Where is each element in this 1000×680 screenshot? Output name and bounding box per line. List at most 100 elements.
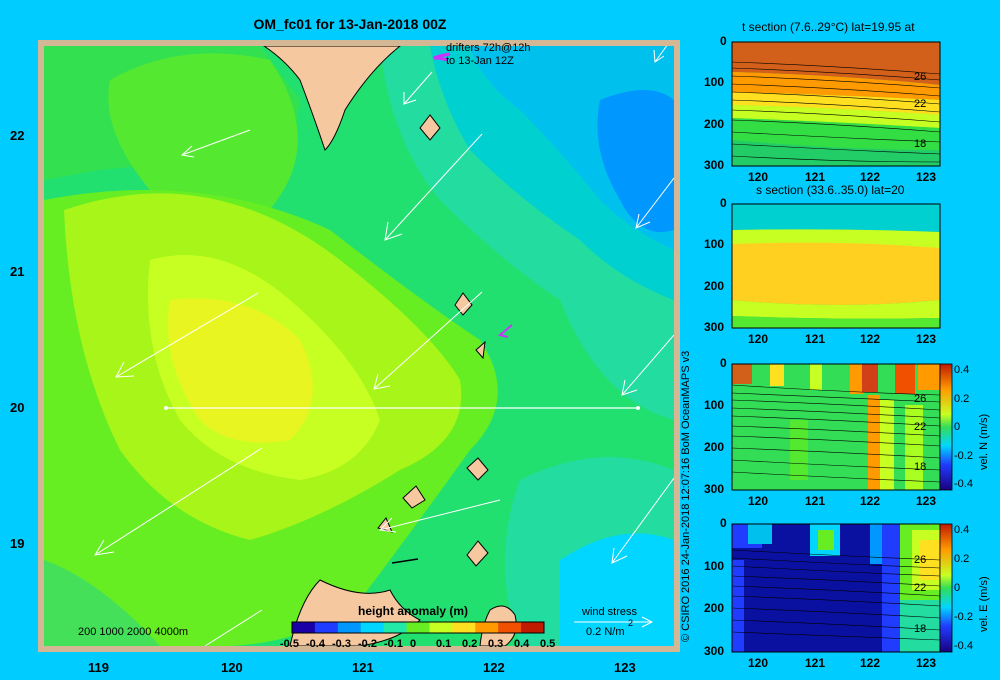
panel-y-tick: 0 [720, 196, 727, 210]
panel-y-tick: 100 [704, 398, 725, 412]
contour-label: 22 [914, 98, 927, 110]
vel-colorbar-tick: -0.2 [954, 449, 973, 462]
colorbar-tick: -0.5 [280, 638, 299, 650]
panel-x-tick: 121 [805, 170, 826, 184]
lon-tick-123: 123 [614, 660, 636, 675]
panel-y-tick: 200 [704, 278, 725, 293]
colorbar-swatch [292, 622, 316, 633]
panel-y-tick: 100 [704, 75, 725, 90]
panel-x-tick: 121 [805, 332, 826, 346]
drifters-label-1: drifters 72h@12h [446, 42, 531, 54]
colorbar-swatch [521, 622, 545, 633]
panel-x-tick: 122 [860, 332, 881, 346]
lon-tick-122: 122 [483, 660, 505, 675]
panel-y-tick: 300 [704, 320, 725, 334]
t-section-title: t section (7.6..29°C) lat=19.95 at [742, 20, 915, 34]
colorbar-tick: 0.3 [488, 638, 504, 650]
panel-y-tick: 300 [704, 644, 725, 658]
contour-label: 22 [914, 421, 927, 433]
s-section-title: s section (33.6..35.0) lat=20 [756, 183, 905, 197]
colorbar-swatch [498, 622, 522, 633]
panel-x-tick: 121 [805, 494, 826, 508]
panel-x-tick: 121 [805, 656, 826, 670]
vel-colorbar-label: vel. E (m/s) [978, 576, 990, 632]
panel-x-tick: 120 [748, 332, 769, 346]
panel-y-tick: 200 [704, 116, 725, 131]
contour-label: 18 [914, 461, 927, 474]
panel-y-tick: 300 [704, 482, 725, 496]
contour-label: 26 [914, 393, 927, 406]
depth-legend: 200 1000 2000 4000m [78, 626, 189, 638]
colorbar-swatch [475, 622, 499, 633]
lon-tick-119: 119 [88, 660, 109, 675]
contour-label: 22 [914, 582, 927, 594]
contour-label: 18 [914, 622, 927, 635]
height-anomaly-field [44, 46, 674, 646]
lon-tick-120: 120 [221, 660, 243, 675]
contour-label: 18 [914, 137, 927, 150]
panel-y-tick: 100 [704, 558, 725, 573]
colorbar-tick: -0.3 [332, 638, 351, 650]
colorbar-tick: -0.2 [358, 638, 377, 650]
lat-tick-22: 22 [10, 128, 25, 143]
vel-colorbar-tick: -0.2 [954, 611, 973, 623]
panel-y-tick: 0 [720, 356, 727, 370]
height-anomaly-colorbar [291, 621, 545, 634]
lat-tick-20: 20 [10, 400, 25, 415]
panel-x-tick: 120 [748, 494, 769, 508]
vel-colorbar-tick: -0.4 [954, 478, 973, 490]
colorbar-tick: 0.5 [540, 638, 556, 650]
wind-stress-arrows [94, 46, 674, 646]
vel-colorbar-tick: 0.4 [954, 364, 970, 376]
colorbar-tick: 0.1 [436, 638, 452, 650]
wind-stress-value: 0.2 N/m [586, 626, 625, 638]
credit-text: © CSIRO 2016 24-Jan-2018 12:07:16 BoM Oc… [680, 350, 692, 642]
vel-colorbar-tick: -0.4 [954, 640, 973, 652]
panel-x-tick: 123 [916, 494, 937, 508]
vel-colorbar-tick: 0 [954, 421, 961, 433]
panel-y-tick: 0 [720, 516, 727, 530]
panel-y-tick: 0 [720, 34, 727, 48]
vel-colorbar-tick: 0.2 [954, 392, 970, 405]
colorbar-swatch [452, 622, 476, 633]
vel-n-panel [731, 363, 941, 491]
colorbar-swatch [429, 622, 453, 633]
vel-n-colorbar [939, 363, 953, 491]
contour-label: 26 [914, 70, 927, 83]
panel-x-tick: 120 [748, 170, 769, 184]
s-section-panel [731, 203, 941, 329]
vel-colorbar-tick: 0 [954, 582, 961, 594]
vel-e-panel [731, 523, 941, 653]
colorbar-swatch [383, 622, 408, 633]
lat-tick-21: 21 [10, 264, 25, 279]
vel-colorbar-label: vel. N (m/s) [978, 413, 990, 470]
panel-x-tick: 122 [860, 656, 881, 670]
panel-x-tick: 122 [860, 170, 881, 184]
lon-tick-121: 121 [352, 660, 374, 675]
panel-x-tick: 123 [916, 332, 937, 346]
panel-y-tick: 100 [704, 237, 725, 252]
panel-y-tick: 200 [704, 601, 725, 616]
vel-colorbar-tick: 0.4 [954, 524, 970, 536]
colorbar-tick: -0.4 [306, 638, 325, 650]
panel-x-tick: 122 [860, 494, 881, 508]
panel-x-tick: 123 [916, 656, 937, 670]
t-section-panel [731, 41, 941, 167]
wind-stress-exponent: 2 [628, 618, 634, 628]
colorbar-swatch [406, 622, 430, 633]
colorbar-swatch [360, 622, 385, 633]
colorbar-tick: 0.4 [514, 638, 530, 650]
panel-x-tick: 123 [916, 170, 937, 184]
colorbar-tick: 0.2 [462, 638, 478, 650]
panel-x-tick: 120 [748, 656, 769, 670]
colorbar-title: height anomaly (m) [358, 604, 469, 618]
drifters-label-2: to 13-Jan 12Z [446, 55, 514, 67]
wind-stress-label: wind stress [582, 606, 638, 618]
panel-y-tick: 300 [704, 158, 725, 172]
map-title: OM_fc01 for 13-Jan-2018 00Z [253, 16, 447, 32]
vel-colorbar-tick: 0.2 [954, 553, 970, 565]
lat-tick-19: 19 [10, 536, 25, 551]
vel-e-colorbar [939, 523, 953, 653]
colorbar-tick: 0 [410, 638, 417, 650]
